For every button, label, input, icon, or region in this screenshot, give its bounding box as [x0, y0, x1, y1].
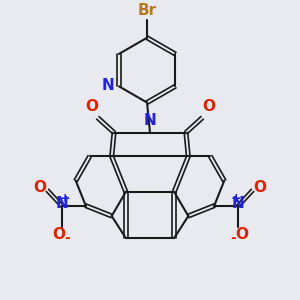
Text: -: -	[64, 230, 70, 244]
Text: O: O	[202, 99, 215, 114]
Text: O: O	[52, 227, 65, 242]
Text: N: N	[232, 196, 245, 211]
Text: Br: Br	[137, 3, 157, 18]
Text: O: O	[254, 180, 267, 195]
Text: N: N	[101, 78, 114, 93]
Text: N: N	[144, 113, 156, 128]
Text: O: O	[33, 180, 46, 195]
Text: +: +	[59, 191, 70, 205]
Text: O: O	[235, 227, 248, 242]
Text: +: +	[230, 191, 241, 205]
Text: N: N	[55, 196, 68, 211]
Text: -: -	[230, 230, 236, 244]
Text: O: O	[85, 99, 98, 114]
